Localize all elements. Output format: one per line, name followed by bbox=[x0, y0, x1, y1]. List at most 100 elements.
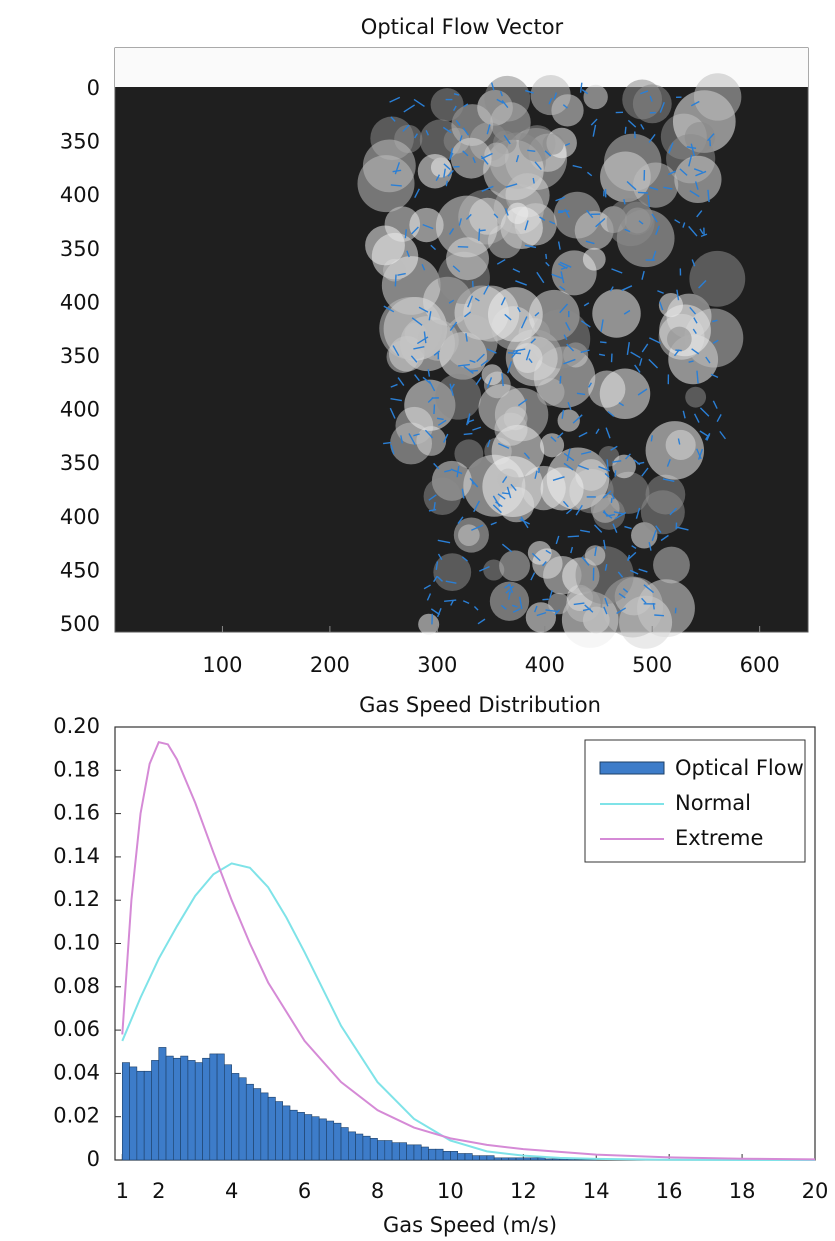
smoke-blob bbox=[433, 553, 472, 592]
flow-vector bbox=[691, 259, 696, 267]
histogram-bar bbox=[245, 1083, 254, 1161]
flow-vector bbox=[428, 380, 436, 392]
flow-vector bbox=[390, 444, 395, 455]
flow-vector bbox=[466, 417, 470, 426]
histogram-bar bbox=[355, 1133, 364, 1161]
flow-vector bbox=[583, 302, 590, 307]
flow-vector bbox=[641, 467, 649, 477]
y-tick-label: 0 bbox=[87, 76, 100, 100]
flow-vector bbox=[542, 561, 547, 567]
histogram-bar bbox=[216, 1053, 225, 1161]
histogram-bar bbox=[209, 1053, 218, 1161]
flow-vector bbox=[606, 513, 616, 517]
smoke-blob bbox=[658, 293, 683, 318]
histogram-bar bbox=[399, 1142, 407, 1161]
histogram-bar bbox=[180, 1055, 189, 1161]
flow-vector bbox=[389, 407, 396, 419]
flow-vector bbox=[462, 127, 469, 136]
flow-vector bbox=[649, 186, 659, 191]
y-tick-label: 400 bbox=[60, 398, 100, 422]
smoke-blob bbox=[487, 287, 543, 342]
flow-vector bbox=[433, 350, 440, 356]
flow-vector bbox=[613, 511, 624, 515]
flow-vector bbox=[607, 410, 615, 417]
histogram-bar bbox=[377, 1140, 386, 1161]
flow-vector bbox=[421, 263, 426, 271]
flow-vector bbox=[511, 349, 519, 359]
flow-vector bbox=[497, 493, 506, 500]
flow-vector bbox=[481, 185, 494, 192]
flow-vector bbox=[436, 575, 443, 582]
histogram-bar bbox=[296, 1112, 305, 1161]
flow-vector bbox=[651, 250, 657, 262]
flow-vector bbox=[501, 373, 504, 387]
flow-vector bbox=[444, 469, 452, 473]
flow-vector bbox=[520, 316, 528, 329]
flow-vector bbox=[566, 448, 571, 462]
flow-vector bbox=[667, 170, 676, 176]
flow-vector bbox=[549, 589, 553, 598]
legend-label: Optical Flow bbox=[675, 756, 804, 780]
flow-vector bbox=[648, 542, 652, 551]
smoke-blob bbox=[685, 386, 707, 408]
flow-vector bbox=[643, 584, 654, 594]
flow-vector bbox=[475, 377, 482, 386]
y-tick-label: 450 bbox=[60, 558, 100, 582]
histogram-bar bbox=[508, 1157, 517, 1161]
histogram-bar bbox=[187, 1060, 196, 1161]
flow-vector bbox=[430, 244, 437, 251]
flow-vector bbox=[504, 208, 509, 216]
flow-vector bbox=[425, 130, 430, 136]
y-tick-label: 0.12 bbox=[53, 887, 100, 911]
histogram-bar bbox=[493, 1157, 502, 1161]
smoke-blob bbox=[592, 289, 641, 338]
flow-vector bbox=[559, 285, 566, 291]
flow-vector bbox=[518, 596, 523, 609]
x-tick-label: 14 bbox=[583, 1179, 610, 1203]
flow-vector bbox=[616, 607, 626, 615]
x-tick-label: 10 bbox=[437, 1179, 464, 1203]
flow-vector bbox=[575, 504, 583, 516]
flow-vector bbox=[603, 606, 608, 615]
flow-vector bbox=[462, 150, 469, 157]
histogram-bar bbox=[231, 1073, 240, 1161]
smoke-blob bbox=[417, 153, 453, 189]
histogram-bar bbox=[340, 1127, 349, 1161]
histogram-bar bbox=[282, 1105, 291, 1161]
flow-vector bbox=[696, 448, 702, 460]
flow-vector bbox=[422, 376, 432, 385]
flow-vector bbox=[674, 219, 681, 224]
flow-vector bbox=[530, 572, 536, 581]
flow-vector bbox=[492, 504, 502, 514]
flow-vector bbox=[524, 220, 529, 231]
flow-vector bbox=[525, 349, 531, 361]
flow-vector bbox=[501, 543, 513, 553]
flow-vector bbox=[450, 600, 454, 606]
histogram-bar bbox=[224, 1064, 232, 1161]
flow-vector bbox=[486, 439, 491, 448]
smoke-blob bbox=[430, 88, 464, 122]
flow-vector bbox=[410, 355, 418, 363]
x-tick-label: 1 bbox=[116, 1179, 129, 1203]
flow-vector bbox=[579, 82, 583, 93]
flow-vector bbox=[473, 500, 481, 513]
flow-vector bbox=[531, 552, 541, 562]
histogram-bar bbox=[348, 1131, 356, 1161]
flow-vector bbox=[498, 442, 510, 449]
flow-vector bbox=[428, 311, 432, 321]
flow-vector bbox=[561, 409, 565, 419]
y-tick-label: 400 bbox=[60, 290, 100, 314]
flow-vector bbox=[508, 591, 511, 600]
smoke-blob bbox=[612, 454, 636, 479]
flow-vector bbox=[634, 364, 641, 373]
flow-vector bbox=[400, 435, 404, 444]
flow-vector bbox=[562, 500, 569, 508]
flow-vector bbox=[626, 342, 630, 355]
chart-title: Gas Speed Distribution bbox=[359, 693, 601, 717]
flow-vector bbox=[517, 398, 528, 407]
flow-vector bbox=[695, 170, 707, 177]
histogram-bar bbox=[391, 1142, 400, 1161]
flow-vector bbox=[394, 162, 401, 175]
flow-vector bbox=[594, 546, 598, 557]
flow-vector bbox=[555, 535, 560, 545]
